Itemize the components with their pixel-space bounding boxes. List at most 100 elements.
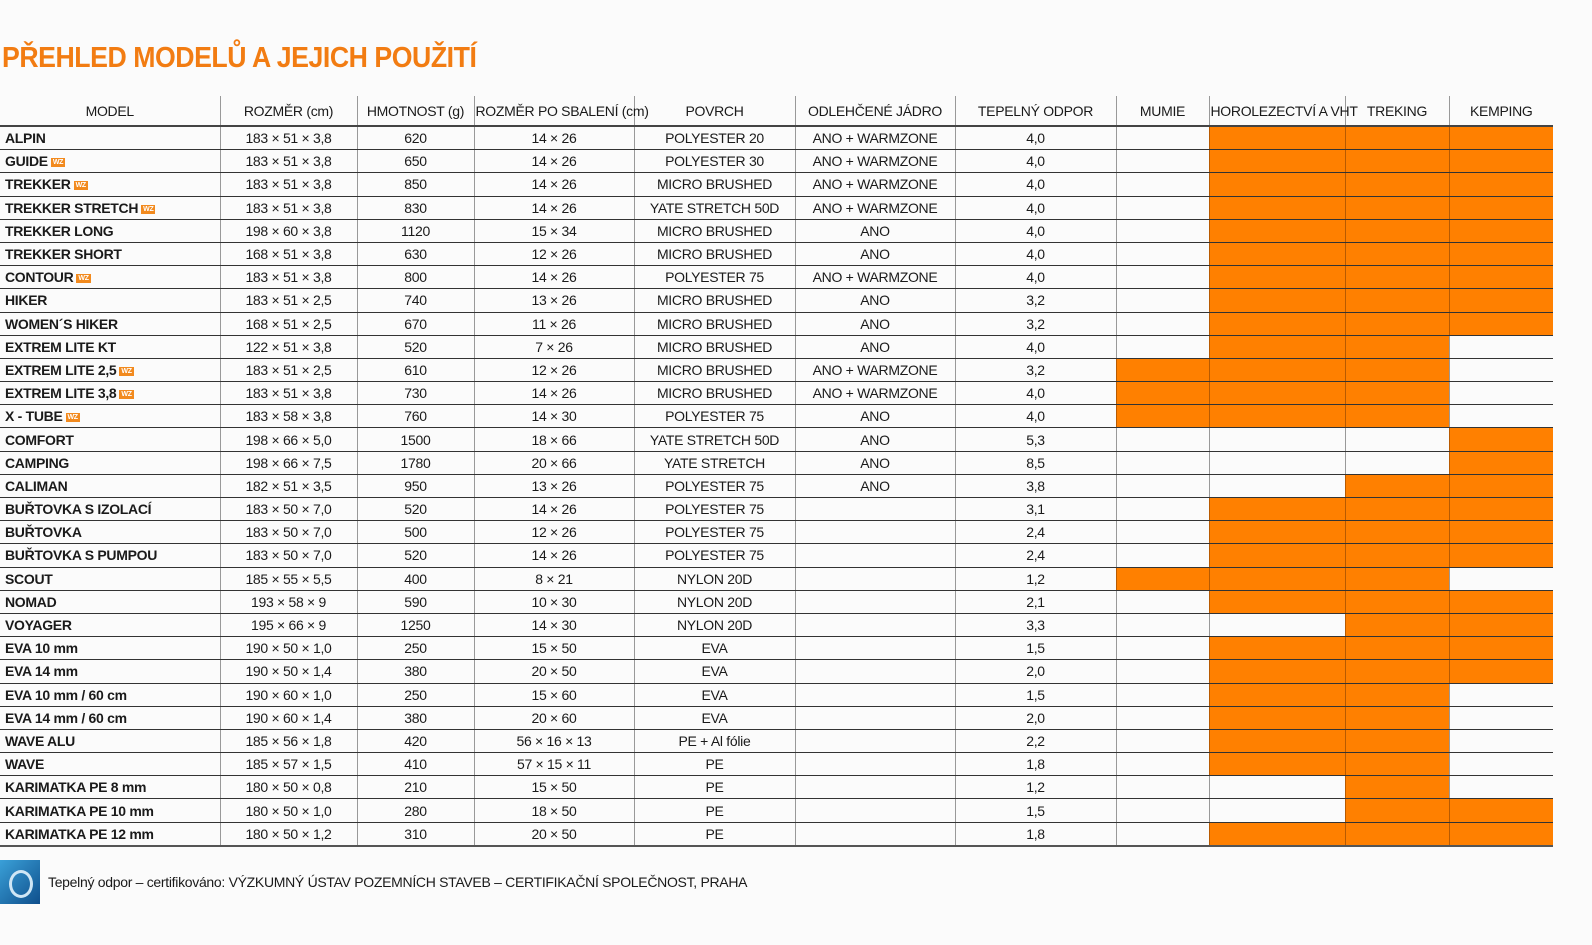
mummy-cell bbox=[1115, 265, 1209, 290]
weight-cell: 400 bbox=[356, 567, 474, 591]
camping-cell bbox=[1448, 219, 1553, 243]
trekking-cell bbox=[1344, 613, 1449, 638]
camping-cell bbox=[1448, 242, 1553, 267]
camping-cell bbox=[1448, 196, 1553, 220]
model-name: KARIMATKA PE 10 mm bbox=[5, 802, 154, 819]
mummy-cell bbox=[1115, 126, 1209, 151]
surface-cell: POLYESTER 75 bbox=[633, 404, 795, 429]
packed-size-cell: 12 × 26 bbox=[473, 242, 634, 267]
climbing-cell bbox=[1208, 219, 1345, 243]
surface-cell: MICRO BRUSHED bbox=[633, 172, 795, 197]
surface-cell: NYLON 20D bbox=[633, 613, 795, 638]
model-cell: EVA 14 mm / 60 cm bbox=[0, 706, 220, 730]
weight-cell: 1250 bbox=[356, 613, 474, 638]
weight-cell: 250 bbox=[356, 636, 474, 661]
trekking-cell bbox=[1344, 381, 1449, 406]
table-row: NOMAD 193 × 58 × 9 590 10 × 30 NYLON 20D 2,1 bbox=[0, 590, 1553, 614]
mummy-cell bbox=[1115, 706, 1209, 730]
weight-cell: 250 bbox=[356, 683, 474, 707]
model-name: EVA 10 mm bbox=[5, 640, 78, 657]
surface-cell: EVA bbox=[633, 636, 795, 661]
packed-size-cell: 12 × 26 bbox=[473, 520, 634, 545]
core-cell bbox=[794, 520, 955, 545]
trekking-cell bbox=[1344, 265, 1449, 290]
thermal-resistance-cell: 2,4 bbox=[954, 520, 1116, 545]
trekking-cell bbox=[1344, 219, 1449, 243]
camping-cell bbox=[1448, 288, 1553, 313]
model-name: SCOUT bbox=[5, 570, 53, 587]
thermal-resistance-cell: 4,0 bbox=[954, 126, 1116, 151]
packed-size-cell: 12 × 26 bbox=[473, 358, 634, 383]
core-cell: ANO bbox=[794, 427, 955, 452]
model-cell: KARIMATKA PE 10 mm bbox=[0, 798, 220, 823]
model-cell: EVA 14 mm bbox=[0, 659, 220, 684]
weight-cell: 500 bbox=[356, 520, 474, 545]
header-mummy: MUMIE bbox=[1115, 96, 1209, 127]
model-cell: GUIDE WZ bbox=[0, 149, 220, 174]
surface-cell: EVA bbox=[633, 706, 795, 730]
mummy-cell bbox=[1115, 149, 1209, 174]
surface-cell: MICRO BRUSHED bbox=[633, 381, 795, 406]
size-cell: 190 × 60 × 1,0 bbox=[219, 683, 357, 707]
mummy-cell bbox=[1115, 335, 1209, 359]
table-row: EXTREM LITE 2,5 WZ 183 × 51 × 2,5 610 12 × 2… bbox=[0, 358, 1553, 383]
warmzone-badge: WZ bbox=[119, 390, 134, 400]
thermal-resistance-cell: 8,5 bbox=[954, 451, 1116, 475]
camping-cell bbox=[1448, 567, 1553, 591]
thermal-resistance-cell: 4,0 bbox=[954, 196, 1116, 220]
table-row: CONTOUR WZ 183 × 51 × 3,8 800 14 × 26 POLYEST… bbox=[0, 265, 1553, 290]
trekking-cell bbox=[1344, 288, 1449, 313]
surface-cell: POLYESTER 30 bbox=[633, 149, 795, 174]
table-row: KARIMATKA PE 8 mm 180 × 50 × 0,8 210 15 × 5… bbox=[0, 775, 1553, 800]
mummy-cell bbox=[1115, 427, 1209, 452]
size-cell: 190 × 50 × 1,0 bbox=[219, 636, 357, 661]
surface-cell: NYLON 20D bbox=[633, 567, 795, 591]
mummy-cell bbox=[1115, 567, 1209, 591]
climbing-cell bbox=[1208, 752, 1345, 777]
mummy-cell bbox=[1115, 636, 1209, 661]
table-row: BUŘTOVKA S IZOLACÍ 183 × 50 × 7,0 520 14 × … bbox=[0, 497, 1553, 522]
model-name: EXTREM LITE 3,8 bbox=[5, 385, 117, 402]
size-cell: 183 × 51 × 3,8 bbox=[219, 126, 357, 151]
surface-cell: POLYESTER 75 bbox=[633, 497, 795, 522]
table-row: COMFORT 198 × 66 × 5,0 1500 18 × 66 YATE STR… bbox=[0, 427, 1553, 452]
core-cell bbox=[794, 590, 955, 614]
camping-cell bbox=[1448, 636, 1553, 661]
core-cell: ANO + WARMZONE bbox=[794, 172, 955, 197]
trekking-cell bbox=[1344, 520, 1449, 545]
climbing-cell bbox=[1208, 567, 1345, 591]
climbing-cell bbox=[1208, 822, 1345, 847]
trekking-cell bbox=[1344, 775, 1449, 800]
weight-cell: 520 bbox=[356, 543, 474, 568]
model-cell: KARIMATKA PE 12 mm bbox=[0, 822, 220, 847]
size-cell: 198 × 66 × 7,5 bbox=[219, 451, 357, 475]
table-row: BUŘTOVKA S PUMPOU 183 × 50 × 7,0 520 14 × 2… bbox=[0, 543, 1553, 568]
packed-size-cell: 14 × 26 bbox=[473, 149, 634, 174]
weight-cell: 830 bbox=[356, 196, 474, 220]
mummy-cell bbox=[1115, 242, 1209, 267]
warmzone-badge: WZ bbox=[141, 204, 156, 214]
surface-cell: POLYESTER 75 bbox=[633, 474, 795, 499]
mummy-cell bbox=[1115, 358, 1209, 383]
mummy-cell bbox=[1115, 659, 1209, 684]
core-cell bbox=[794, 752, 955, 777]
core-cell bbox=[794, 822, 955, 847]
size-cell: 190 × 60 × 1,4 bbox=[219, 706, 357, 730]
trekking-cell bbox=[1344, 404, 1449, 429]
size-cell: 183 × 58 × 3,8 bbox=[219, 404, 357, 429]
mummy-cell bbox=[1115, 543, 1209, 568]
weight-cell: 310 bbox=[356, 822, 474, 847]
model-name: HIKER bbox=[5, 292, 48, 309]
surface-cell: YATE STRETCH 50D bbox=[633, 427, 795, 452]
core-cell bbox=[794, 497, 955, 522]
size-cell: 183 × 51 × 3,8 bbox=[219, 381, 357, 406]
mummy-cell bbox=[1115, 775, 1209, 800]
size-cell: 180 × 50 × 1,2 bbox=[219, 822, 357, 847]
camping-cell bbox=[1448, 381, 1553, 406]
climbing-cell bbox=[1208, 149, 1345, 174]
model-name: BUŘTOVKA bbox=[5, 524, 82, 541]
core-cell: ANO + WARMZONE bbox=[794, 126, 955, 151]
header-packed-size: ROZMĚR PO SBALENÍ (cm) bbox=[473, 96, 649, 127]
core-cell bbox=[794, 567, 955, 591]
table-row: CAMPING 198 × 66 × 7,5 1780 20 × 66 YATE STR… bbox=[0, 451, 1553, 475]
